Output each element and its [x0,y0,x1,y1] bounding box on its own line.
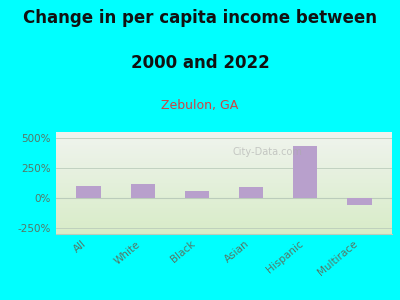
Text: Change in per capita income between: Change in per capita income between [23,9,377,27]
Text: Zebulon, GA: Zebulon, GA [161,99,239,112]
Bar [130,184,155,198]
Bar [293,146,318,198]
Bar [76,186,101,198]
Bar [185,191,209,198]
Text: City‑Data.com: City‑Data.com [233,147,303,158]
Text: 2000 and 2022: 2000 and 2022 [131,54,269,72]
Bar [239,187,263,198]
Bar [347,198,372,205]
